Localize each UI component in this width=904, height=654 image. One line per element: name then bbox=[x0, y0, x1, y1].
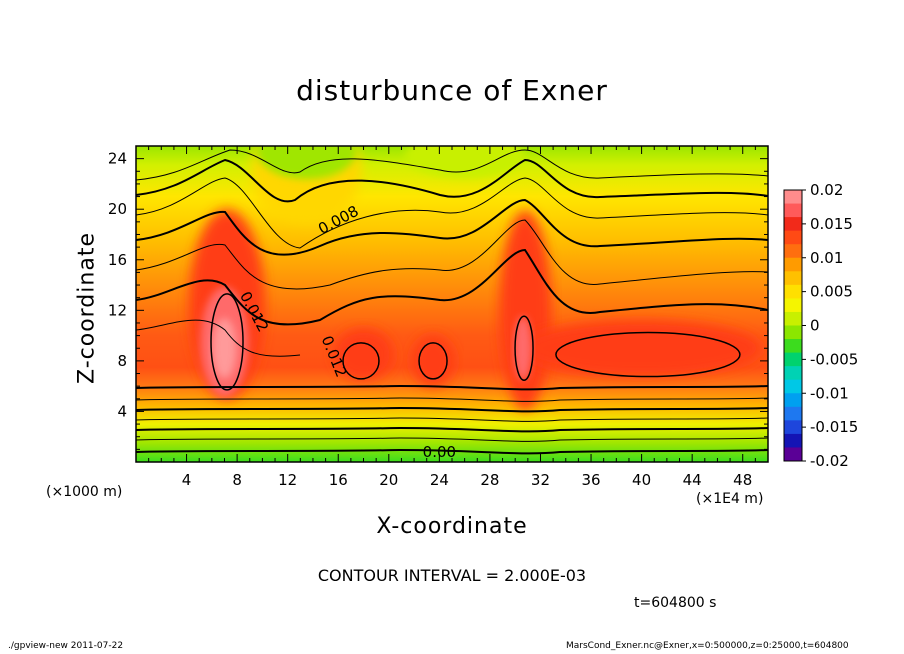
contour-closed bbox=[418, 342, 448, 380]
colorbar-label: 0.015 bbox=[810, 215, 853, 233]
colorbar-swatch bbox=[784, 325, 802, 340]
field-plume bbox=[411, 334, 456, 387]
colorbar-swatch bbox=[784, 311, 802, 326]
colorbar-label: -0.005 bbox=[810, 350, 858, 368]
y-tick-label: 20 bbox=[108, 200, 127, 218]
contour-closed bbox=[555, 331, 741, 378]
field-dip-green-2 bbox=[404, 146, 525, 179]
x-tick-label: 20 bbox=[379, 471, 398, 489]
x-unit-label: (×1000 m) bbox=[46, 484, 123, 500]
contour-line bbox=[136, 177, 768, 249]
colorbar-swatch bbox=[784, 271, 802, 286]
x-tick-label: 16 bbox=[329, 471, 348, 489]
contour-line bbox=[136, 219, 768, 290]
colorbar-swatch bbox=[784, 420, 802, 435]
field-dip-green bbox=[256, 146, 357, 180]
contour-lines bbox=[136, 149, 768, 455]
contour-line bbox=[136, 437, 768, 442]
contour-line bbox=[136, 158, 768, 203]
time-label: t=604800 s bbox=[634, 595, 717, 611]
colorbar-swatch bbox=[784, 366, 802, 381]
x-tick-label: 12 bbox=[278, 471, 297, 489]
y-tick-label: 24 bbox=[108, 150, 127, 168]
contour-line bbox=[136, 198, 768, 256]
x-tick-label: 4 bbox=[182, 471, 192, 489]
field-peak-2 bbox=[513, 316, 532, 381]
contour-field bbox=[136, 146, 768, 462]
footer-right: MarsCond_Exner.nc@Exner,x=0:500000,z=0:2… bbox=[566, 641, 849, 651]
colorbar: 0.02 0.015 0.01 0.005 0 -0.005 -0.01 -0.015 -0.0… bbox=[783, 181, 858, 470]
contour-line bbox=[136, 149, 768, 181]
colorbar-swatch bbox=[784, 190, 802, 205]
x-axis-label: X-coordinate bbox=[376, 514, 528, 539]
colorbar-swatch bbox=[784, 379, 802, 394]
colorbar-label: 0.01 bbox=[810, 249, 843, 267]
field-plume bbox=[333, 328, 394, 381]
colorbar-label: -0.015 bbox=[810, 418, 858, 436]
contour-line bbox=[136, 426, 768, 433]
contour-closed bbox=[210, 293, 244, 391]
colorbar-label: 0.005 bbox=[810, 283, 853, 301]
contour-line bbox=[136, 448, 768, 455]
contour-line bbox=[136, 406, 768, 413]
field-peak-core bbox=[212, 318, 237, 379]
chart-title: disturbunce of Exner bbox=[296, 74, 608, 107]
colorbar-label: -0.02 bbox=[810, 452, 849, 470]
contour-line bbox=[136, 384, 768, 391]
colorbar-swatch bbox=[784, 203, 802, 218]
x-scale-label: (×1E4 m) bbox=[696, 491, 764, 507]
x-tick-label: 8 bbox=[232, 471, 242, 489]
colorbar-swatch bbox=[784, 339, 802, 354]
colorbar-swatch bbox=[784, 284, 802, 299]
colorbar-swatch bbox=[784, 433, 802, 448]
field-plume bbox=[521, 320, 762, 377]
x-tick-label: 24 bbox=[430, 471, 449, 489]
x-tick-label: 44 bbox=[683, 471, 702, 489]
colorbar-label: 0 bbox=[810, 317, 820, 335]
contour-interval: CONTOUR INTERVAL = 2.000E-03 bbox=[317, 566, 587, 585]
colorbar-swatch bbox=[784, 217, 802, 232]
colorbar-label: 0.02 bbox=[810, 181, 843, 199]
colorbar-swatch bbox=[784, 230, 802, 245]
colorbar-swatch bbox=[784, 393, 802, 408]
contour-line bbox=[136, 397, 768, 402]
colorbar-swatch bbox=[784, 406, 802, 421]
contour-closed bbox=[342, 342, 380, 380]
x-tick-label: 48 bbox=[733, 471, 752, 489]
contour-line bbox=[136, 319, 301, 357]
colorbar-label: -0.01 bbox=[810, 384, 849, 402]
y-tick-label: 8 bbox=[117, 352, 127, 370]
contour-label: 0.00 bbox=[423, 443, 456, 461]
colorbar-swatch bbox=[784, 447, 802, 462]
x-tick-label: 40 bbox=[632, 471, 651, 489]
contour-line bbox=[136, 417, 768, 422]
x-tick-label: 32 bbox=[531, 471, 550, 489]
x-tick-label: 28 bbox=[480, 471, 499, 489]
contour-line bbox=[136, 248, 768, 326]
colorbar-swatch bbox=[784, 244, 802, 259]
y-tick-label: 16 bbox=[108, 251, 127, 269]
colorbar-swatch bbox=[784, 298, 802, 313]
x-tick-label: 36 bbox=[581, 471, 600, 489]
colorbar-swatch bbox=[784, 257, 802, 272]
y-tick-label: 12 bbox=[108, 301, 127, 319]
y-tick-label: 4 bbox=[117, 402, 127, 420]
footer-left: ./gpview-new 2011-07-22 bbox=[8, 641, 124, 651]
contour-closed bbox=[514, 315, 534, 381]
colorbar-swatch bbox=[784, 352, 802, 367]
